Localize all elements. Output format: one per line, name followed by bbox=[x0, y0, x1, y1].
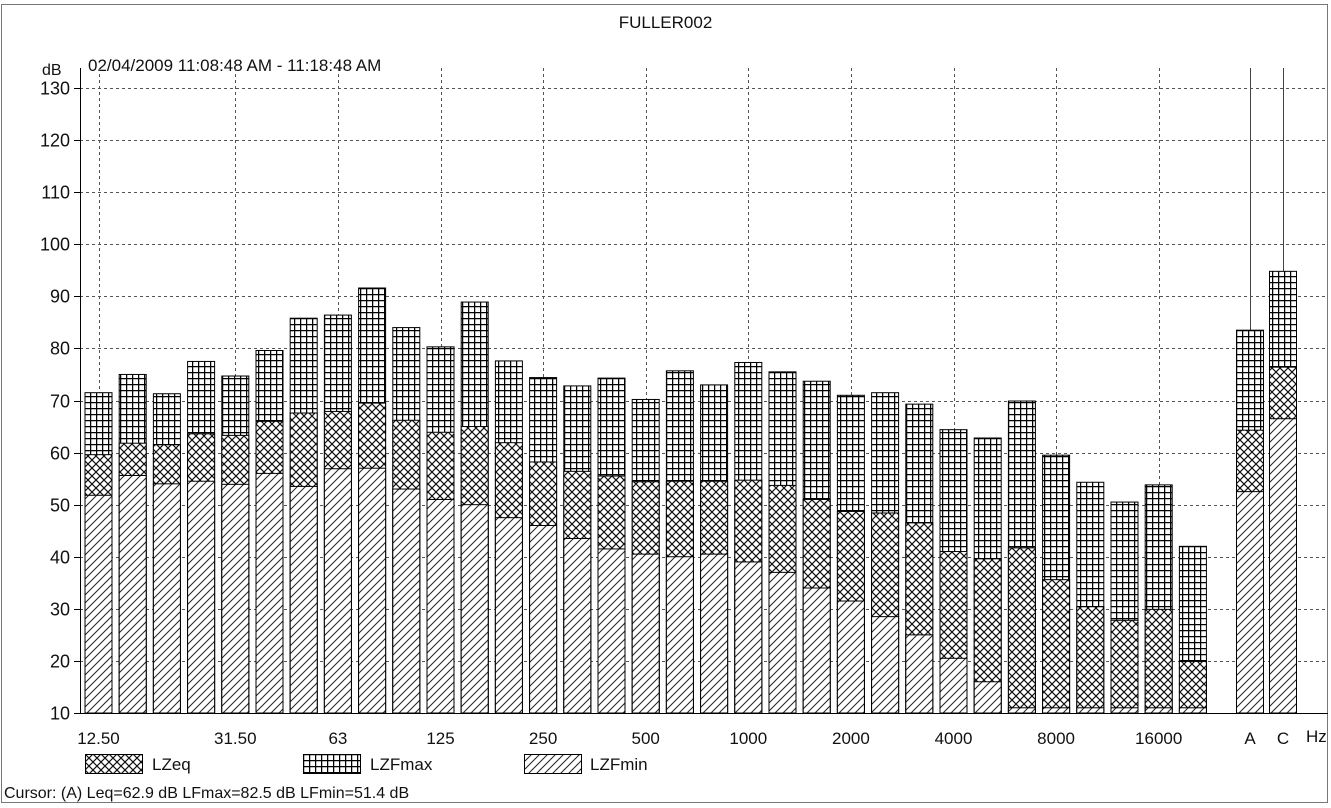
legend-label-lzfmax: LZFmax bbox=[370, 755, 433, 774]
bar-lzfmin-31.50 bbox=[221, 483, 250, 714]
y-tick-label: 50 bbox=[50, 496, 70, 516]
bar-lzeq-12500 bbox=[1110, 619, 1139, 714]
bar-lzfmin-5000 bbox=[973, 681, 1002, 714]
bar-lzfmin-50 bbox=[289, 485, 318, 714]
bar-lzfmin-80 bbox=[358, 467, 387, 714]
bar-lzfmin-315 bbox=[563, 538, 592, 714]
bar-lzfmin-12.50 bbox=[84, 494, 113, 714]
bar-lzfmin-200 bbox=[494, 517, 523, 714]
x-tick-label: C bbox=[1277, 729, 1289, 748]
y-tick-label: 40 bbox=[50, 548, 70, 568]
bar-lzfmin-125 bbox=[426, 498, 455, 714]
bar-lzeq-10000 bbox=[1076, 606, 1105, 714]
y-tick-label: 70 bbox=[50, 392, 70, 412]
x-tick-label: 4000 bbox=[935, 729, 973, 748]
bar-lzfmin-1000 bbox=[734, 561, 763, 714]
x-tick-label: 250 bbox=[529, 729, 557, 748]
axes: 10 20 30 40 50 60 70 80 90 100 110 120 130 12.50 31.50… bbox=[40, 68, 1328, 748]
y-tick-label: 120 bbox=[40, 131, 70, 151]
bar-lzfmin-100 bbox=[392, 488, 421, 714]
bar-lzfmin-6300 bbox=[1007, 707, 1036, 714]
y-axis-label: dB bbox=[42, 62, 62, 79]
y-tick-label: 60 bbox=[50, 444, 70, 464]
bar-lzfmin-40 bbox=[255, 472, 284, 714]
bar-lzfmin-160 bbox=[460, 504, 489, 714]
bar-lzfmin-3150 bbox=[905, 634, 934, 714]
cursor-readout: Cursor: (A) Leq=62.9 dB LFmax=82.5 dB LF… bbox=[4, 785, 410, 802]
chart-title: FULLER002 bbox=[618, 13, 713, 32]
bar-lzeq-8000 bbox=[1042, 579, 1071, 714]
y-tick-label: 110 bbox=[41, 183, 70, 203]
x-tick-label: A bbox=[1244, 729, 1256, 748]
bar-lzfmin-1600 bbox=[802, 587, 831, 714]
x-tick-label: 63 bbox=[328, 729, 347, 748]
bar-lzfmin-16000 bbox=[1144, 707, 1173, 714]
bar-lzfmin-630 bbox=[665, 556, 694, 714]
y-tick-label: 30 bbox=[50, 600, 70, 620]
bar-lzfmin-16 bbox=[118, 475, 147, 714]
bar-lzfmin-a bbox=[1236, 491, 1264, 714]
legend-swatch-lzfmax bbox=[303, 754, 361, 774]
bar-lzfmin-400 bbox=[597, 548, 626, 714]
y-tick-label: 130 bbox=[40, 79, 70, 99]
legend-label-lzeq: LZeq bbox=[152, 755, 191, 774]
chart-frame bbox=[1, 4, 1328, 803]
bar-lzfmin-8000 bbox=[1042, 707, 1071, 714]
bar-lzfmin-800 bbox=[700, 553, 729, 714]
bar-lzfmin-25 bbox=[187, 480, 216, 714]
x-tick-label: 31.50 bbox=[214, 729, 257, 748]
chart-subtitle: 02/04/2009 11:08:48 AM - 11:18:48 AM bbox=[88, 56, 382, 75]
x-tick-label: 2000 bbox=[832, 729, 870, 748]
bar-lzfmin-20000 bbox=[1178, 707, 1207, 714]
y-tick-label: 20 bbox=[50, 652, 70, 672]
y-tick-label: 80 bbox=[50, 339, 70, 359]
x-axis-label: Hz bbox=[1306, 727, 1327, 746]
y-tick-label: 100 bbox=[40, 235, 70, 255]
bar-lzfmin-c bbox=[1269, 418, 1297, 714]
bars bbox=[84, 270, 1297, 714]
bar-lzfmin-2500 bbox=[871, 616, 900, 714]
bar-lzeq-20000 bbox=[1178, 660, 1207, 714]
bar-lzfmin-250 bbox=[529, 525, 558, 714]
legend-swatch-lzeq bbox=[85, 754, 143, 774]
x-tick-label: 1000 bbox=[729, 729, 767, 748]
legend-label-lzfmin: LZFmin bbox=[590, 755, 648, 774]
bar-lzfmin-10000 bbox=[1076, 707, 1105, 714]
x-tick-label: 16000 bbox=[1135, 729, 1182, 748]
bar-lzfmin-500 bbox=[631, 553, 660, 714]
bar-lzfmin-1250 bbox=[768, 571, 797, 714]
x-tick-label: 125 bbox=[426, 729, 454, 748]
x-tick-label: 12.50 bbox=[77, 729, 120, 748]
y-tick-label: 10 bbox=[50, 704, 70, 724]
legend-swatch-lzfmin bbox=[524, 754, 582, 774]
x-tick-label: 8000 bbox=[1037, 729, 1075, 748]
bar-lzfmin-20 bbox=[152, 483, 181, 714]
bar-lzfmin-4000 bbox=[939, 657, 968, 714]
bar-lzeq-16000 bbox=[1144, 608, 1173, 714]
bar-lzeq-6300 bbox=[1007, 547, 1036, 714]
bar-lzfmin-12500 bbox=[1110, 707, 1139, 714]
bar-lzfmin-2000 bbox=[836, 600, 865, 714]
y-tick-label: 90 bbox=[50, 287, 70, 307]
bar-lzfmin-63 bbox=[323, 468, 352, 714]
x-tick-label: 500 bbox=[632, 729, 660, 748]
